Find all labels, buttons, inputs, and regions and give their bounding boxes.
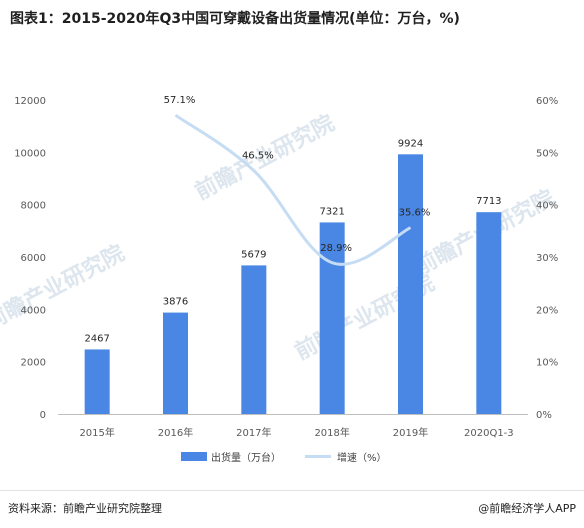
right-tick-label: 50% xyxy=(536,148,558,159)
bar xyxy=(319,222,345,414)
watermark-text: 前瞻产业研究院 xyxy=(0,240,129,335)
left-tick-label: 8000 xyxy=(21,201,46,212)
legend: 出货量（万台） 增速（%） xyxy=(181,451,387,464)
legend-bar-label: 出货量（万台） xyxy=(211,451,281,464)
left-axis: 0 2000 4000 6000 8000 10000 12000 xyxy=(14,96,46,421)
left-tick-label: 4000 xyxy=(21,305,46,316)
x-tick-label: 2015年 xyxy=(79,426,114,439)
left-tick-label: 2000 xyxy=(21,358,46,369)
right-tick-label: 60% xyxy=(536,96,558,107)
chart-title: 图表1：2015-2020年Q3中国可穿戴设备出货量情况(单位：万台，%) xyxy=(10,11,460,27)
right-tick-label: 10% xyxy=(536,358,558,369)
x-tick-label: 2019年 xyxy=(393,426,428,439)
growth-value-label: 57.1% xyxy=(164,95,196,106)
footer-divider xyxy=(0,490,584,491)
right-tick-label: 0% xyxy=(536,410,552,421)
source-note: 资料来源：前瞻产业研究院整理 xyxy=(8,502,162,515)
bar xyxy=(398,154,423,414)
legend-bar-swatch xyxy=(181,452,207,461)
bar-labels: 2467 3876 5679 7321 9924 7713 xyxy=(84,138,501,344)
bar-value-label: 2467 xyxy=(84,333,109,344)
x-tick-label: 2020Q1-3 xyxy=(464,428,514,439)
brand-credit: @前瞻经济学人APP xyxy=(478,502,576,515)
bar xyxy=(241,265,267,414)
bar-value-label: 5679 xyxy=(241,249,266,260)
bar-value-label: 7321 xyxy=(319,206,344,217)
right-tick-label: 40% xyxy=(536,201,558,212)
left-tick-label: 6000 xyxy=(21,253,46,264)
x-tick-label: 2016年 xyxy=(158,426,193,439)
bar xyxy=(84,349,110,414)
left-tick-label: 10000 xyxy=(14,148,46,159)
bar-value-label: 3876 xyxy=(163,297,188,308)
growth-value-label: 35.6% xyxy=(399,208,431,219)
x-tick-label: 2017年 xyxy=(236,426,271,439)
growth-value-label: 28.9% xyxy=(320,243,352,254)
bar xyxy=(163,312,188,414)
growth-line xyxy=(174,113,412,266)
legend-line-label: 增速（%） xyxy=(337,451,387,464)
line-labels: 57.1% 46.5% 28.9% 35.6% xyxy=(164,95,431,254)
watermarks: 前瞻产业研究院前瞻产业研究院前瞻产业研究院前瞻产业研究院 xyxy=(0,110,559,365)
x-axis: 2015年 2016年 2017年 2018年 2019年 2020Q1-3 xyxy=(79,426,513,439)
left-tick-label: 0 xyxy=(40,410,46,421)
x-tick-label: 2018年 xyxy=(314,426,349,439)
right-tick-label: 30% xyxy=(536,253,558,264)
bars xyxy=(84,154,502,414)
bar-value-label: 7713 xyxy=(476,196,501,207)
bar xyxy=(476,212,502,414)
right-tick-label: 20% xyxy=(536,305,558,316)
bar-value-label: 9924 xyxy=(398,138,423,149)
right-axis: 0% 10% 20% 30% 40% 50% 60% xyxy=(536,96,558,421)
growth-value-label: 46.5% xyxy=(242,151,274,162)
left-tick-label: 12000 xyxy=(14,96,46,107)
chart-canvas: 前瞻产业研究院前瞻产业研究院前瞻产业研究院前瞻产业研究院 0 2000 4000 60… xyxy=(0,95,559,464)
